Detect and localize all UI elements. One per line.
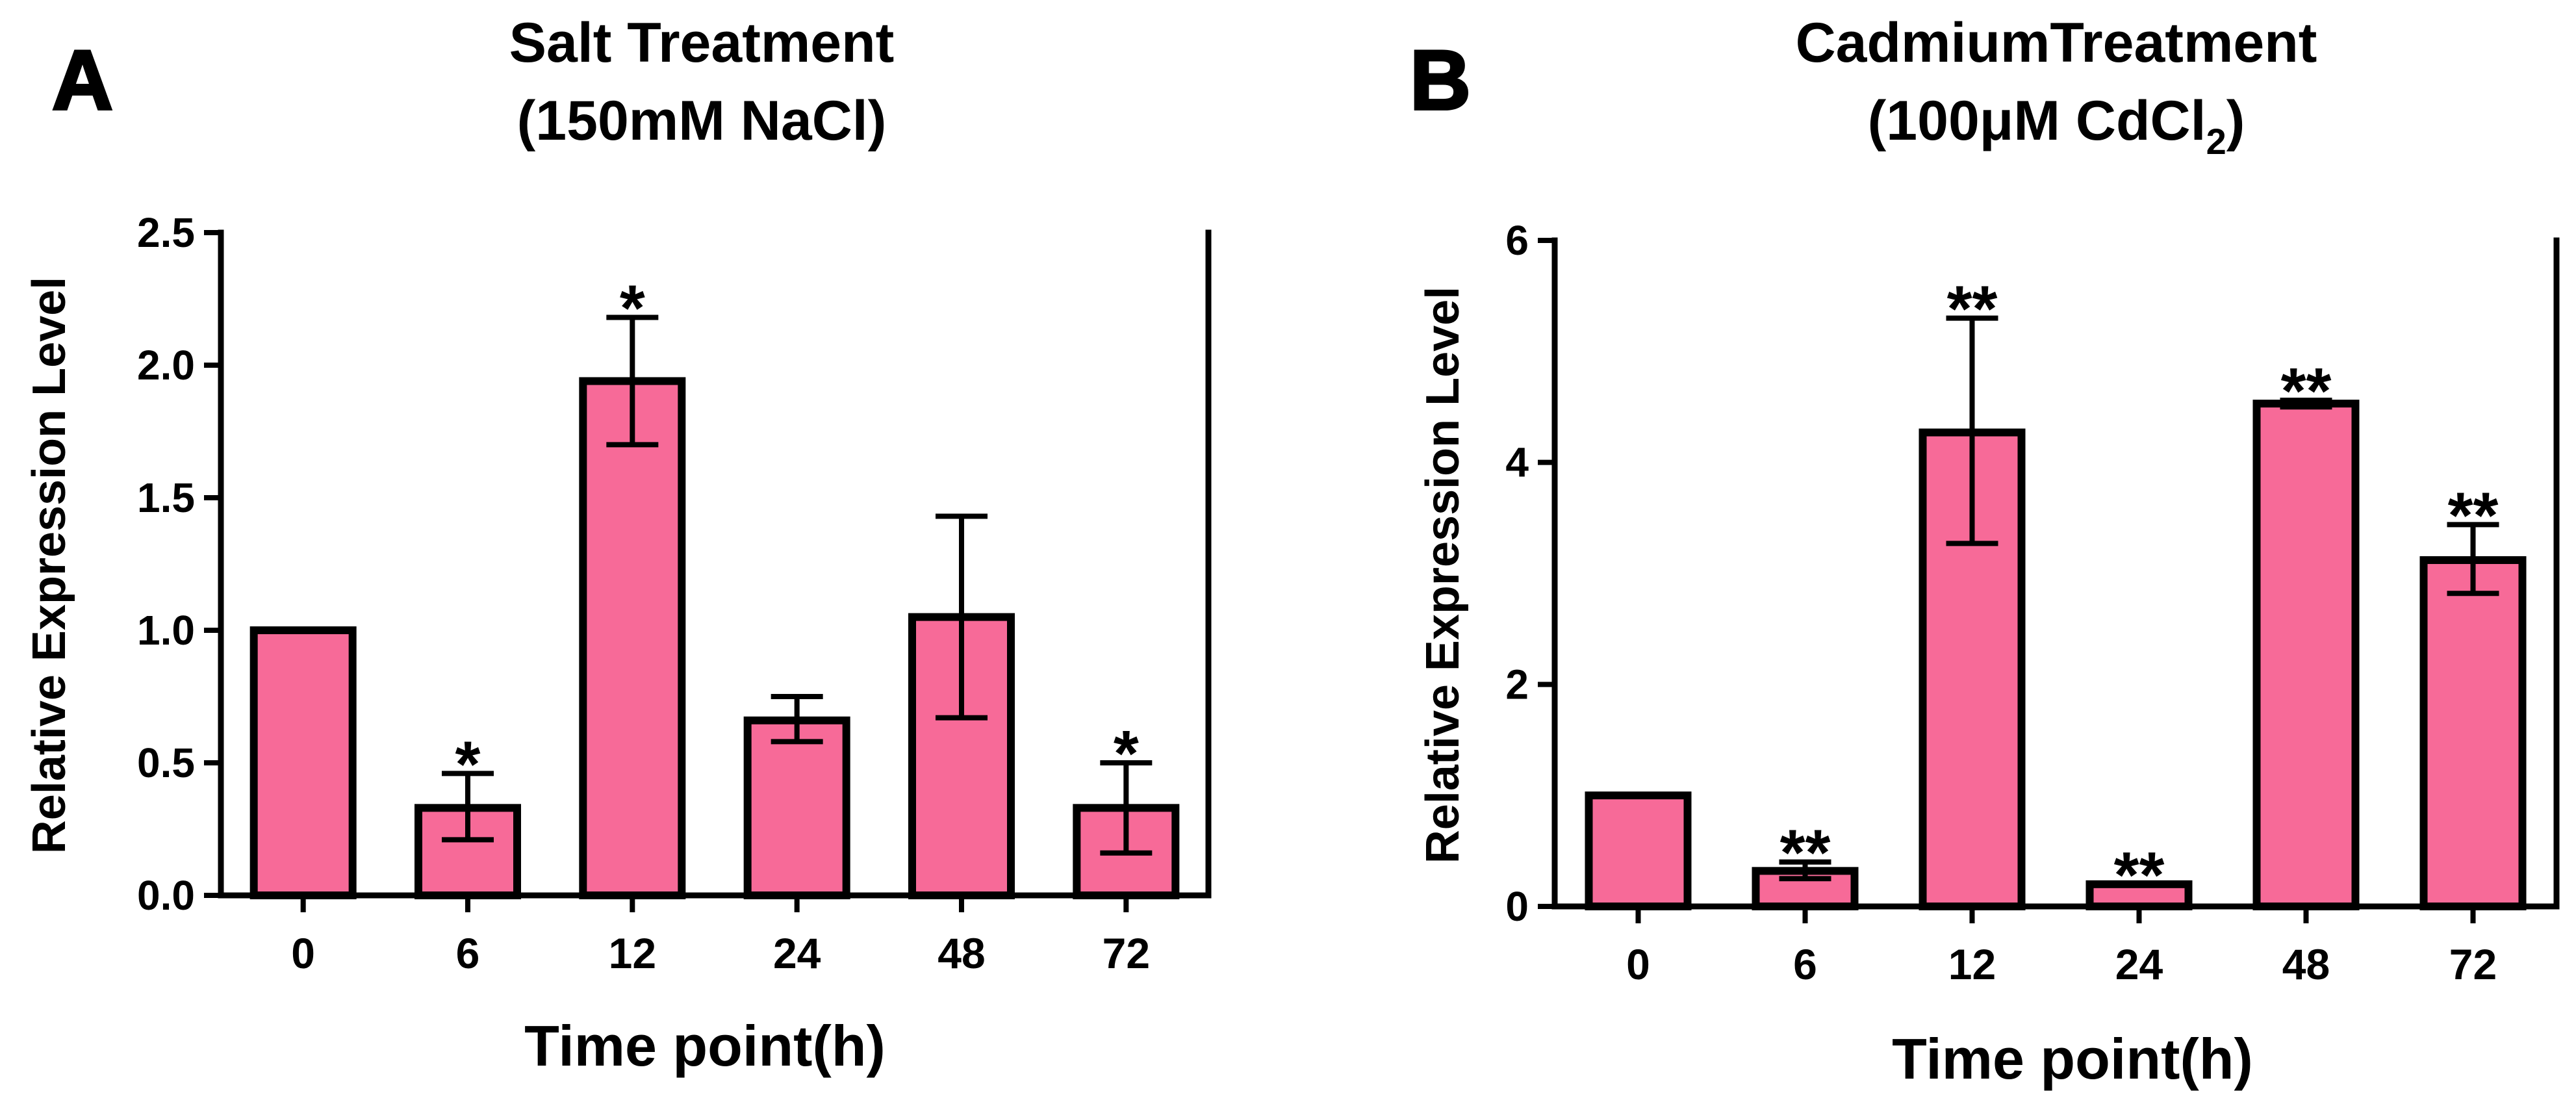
panel-b-errorbar-12 — [1946, 315, 1998, 546]
panel-a-ytick-label-1: 0.5 — [137, 739, 195, 786]
panel-a-xtick-label-24: 24 — [773, 929, 821, 977]
panel-a-errorbar-24 — [771, 694, 823, 745]
panel-a-axes — [218, 229, 1212, 899]
panel-a-significance-12: * — [620, 272, 645, 345]
panel-a-xtick-label-6: 6 — [456, 929, 480, 977]
panel-a-errorbar-48 — [936, 513, 988, 721]
panel-b-ytick-label-0: 0 — [1505, 883, 1529, 930]
panel-b-bar-0 — [1585, 791, 1692, 910]
panel-b-significance-12: ** — [1947, 273, 1998, 346]
panel-b-significance-6: ** — [1780, 817, 1831, 890]
panel-a-errorbar-6 — [442, 771, 494, 843]
panel-b-errorbar-72 — [2447, 522, 2499, 596]
panel-b: B CadmiumTreatment (100μM CdCl2) Relativ… — [1409, 12, 2560, 1091]
panel-b-ytick-label-2: 4 — [1505, 439, 1529, 486]
panel-b-ytick-label-1: 2 — [1505, 661, 1529, 708]
panel-a-ytick-label-0: 0.0 — [137, 872, 195, 919]
panel-a-title-line2: (150mM NaCl) — [517, 90, 887, 152]
panel-b-xtick-label-6: 6 — [1793, 940, 1817, 988]
panel-a-ytick-label-5: 2.5 — [137, 209, 195, 256]
panel-b-errorbar-48 — [2280, 398, 2332, 410]
panel-b-xtick-label-0: 0 — [1626, 940, 1650, 988]
panel-a-title-line1: Salt Treatment — [509, 12, 895, 74]
panel-a-xtick-label-48: 48 — [937, 929, 985, 977]
panel-b-significance-48: ** — [2281, 355, 2332, 428]
panel-a-errorbar-12 — [606, 314, 659, 448]
panel-b-ylabel: Relative Expression Level — [1417, 287, 1469, 864]
panel-a-significance-72: * — [1114, 717, 1139, 790]
panel-b-bar-24 — [2085, 880, 2193, 911]
panel-a-xtick-label-0: 0 — [291, 929, 315, 977]
panel-b-significance-72: ** — [2448, 479, 2499, 552]
panel-a-bar-0 — [249, 626, 357, 899]
panel-a-bar-24 — [743, 716, 850, 899]
panel-b-xtick-label-24: 24 — [2115, 940, 2163, 988]
panel-a-significance-6: * — [455, 728, 481, 801]
panel-b-ytick-label-3: 6 — [1505, 217, 1529, 264]
panel-b-errorbar-6 — [1779, 859, 1831, 882]
panel-a-xtick-label-12: 12 — [609, 929, 656, 977]
panel-b-title-line1: CadmiumTreatment — [1796, 12, 2317, 74]
panel-b-xtick-label-12: 12 — [1948, 940, 1996, 988]
panel-b-xtick-label-72: 72 — [2449, 940, 2497, 988]
panel-b-label: B — [1410, 32, 1471, 127]
panel-b-title-line2-suffix: ) — [2226, 90, 2245, 152]
panel-b-title-line2: (100μM CdCl2) — [1868, 90, 2245, 162]
panel-b-xtick-label-48: 48 — [2282, 940, 2330, 988]
panel-b-bar-72 — [2419, 556, 2527, 910]
panel-b-title-line2-prefix: (100μM CdCl — [1868, 90, 2206, 152]
panel-a-errorbar-72 — [1100, 760, 1153, 856]
panel-a-ylabel: Relative Expression Level — [23, 277, 75, 854]
panel-a-label: A — [52, 32, 113, 127]
panel-a-xtick-label-72: 72 — [1103, 929, 1150, 977]
panel-b-xlabel: Time point(h) — [1892, 1027, 2253, 1091]
panel-a-ytick-label-2: 1.0 — [137, 607, 195, 654]
panel-b-significance-24: ** — [2114, 839, 2165, 912]
panel-a: A Salt Treatment (150mM NaCl) Relative E… — [23, 12, 1212, 1078]
panel-a-plot: 0.0 0.5 1.0 1.5 2.0 2.5 0 6 * 12 * 24 48 72 * — [137, 209, 1212, 977]
panel-b-axes — [1551, 237, 2560, 910]
panel-b-title-line2-sub: 2 — [2206, 121, 2226, 162]
panel-a-bar-12 — [579, 377, 686, 899]
panel-a-ytick-label-4: 2.0 — [137, 342, 195, 389]
panel-b-bar-48 — [2252, 400, 2360, 910]
panel-a-ytick-label-3: 1.5 — [137, 474, 195, 521]
panel-a-xlabel: Time point(h) — [524, 1014, 886, 1078]
